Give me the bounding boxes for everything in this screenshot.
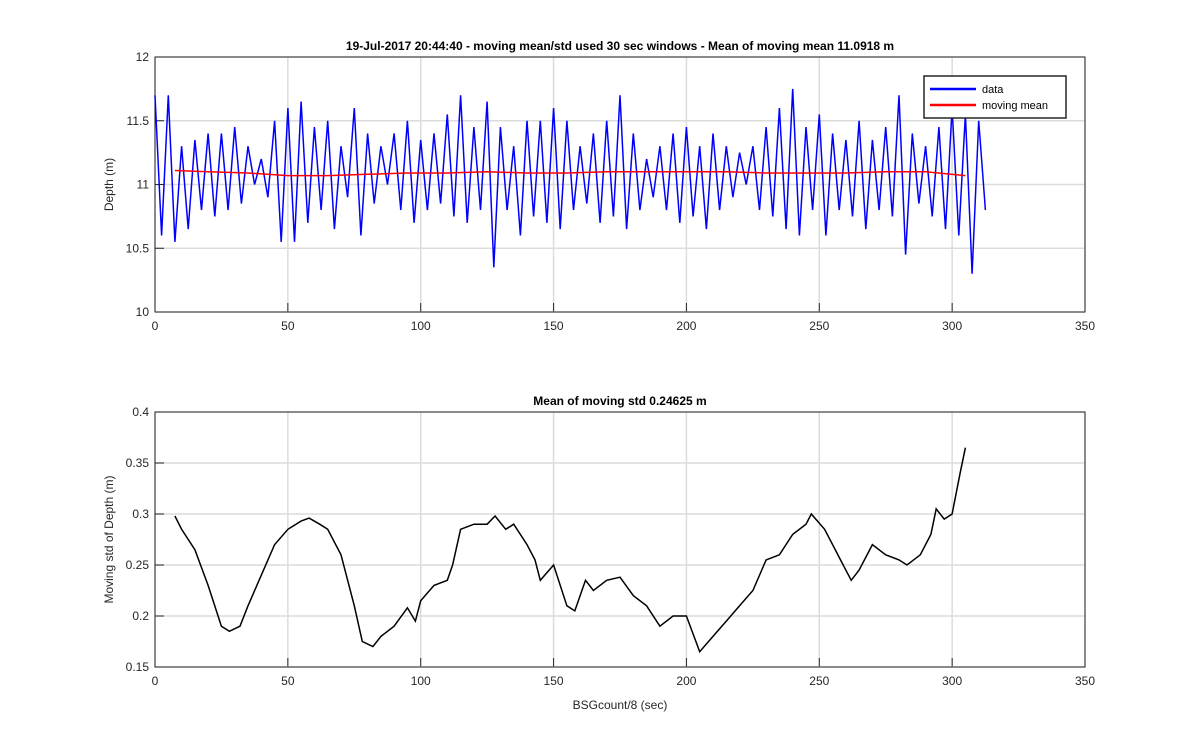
x-tick-label: 200 xyxy=(676,674,696,688)
y-tick-label: 0.25 xyxy=(126,558,150,572)
y-tick-label: 11 xyxy=(137,178,150,192)
axes-frame xyxy=(154,411,1086,668)
series-line xyxy=(174,169,966,177)
axes-frame xyxy=(154,56,1086,313)
y-tick-label: 12 xyxy=(136,50,150,64)
axes: 0 50 100 150 200 250 300 350 10 10.5 11 11.5 12 19-Ju… xyxy=(102,39,1095,333)
x-tick-label: 100 xyxy=(411,674,431,688)
x-tick-label: 300 xyxy=(942,319,962,333)
y-tick-label: 10.5 xyxy=(126,241,150,255)
plot-area xyxy=(155,412,1085,667)
y-axis-label: Depth (m) xyxy=(102,158,116,211)
x-tick-label: 50 xyxy=(281,674,295,688)
x-axis-label: BSGcount/8 (sec) xyxy=(573,698,668,712)
x-tick-label: 350 xyxy=(1075,674,1095,688)
y-axis-label: Moving std of Depth (m) xyxy=(102,475,116,603)
legend-label: moving mean xyxy=(982,100,1048,112)
x-tick-label: 350 xyxy=(1075,319,1095,333)
legend-label: data xyxy=(982,84,1004,96)
y-tick-label: 0.4 xyxy=(132,405,149,419)
x-tick-label: 200 xyxy=(676,319,696,333)
y-tick-label: 0.2 xyxy=(132,609,149,623)
x-tick-label: 250 xyxy=(809,674,829,688)
x-tick-label: 0 xyxy=(152,319,159,333)
legend: data moving mean xyxy=(923,75,1067,119)
series-line xyxy=(154,88,987,274)
x-tick-label: 250 xyxy=(809,319,829,333)
x-tick-label: 100 xyxy=(411,319,431,333)
x-tick-label: 50 xyxy=(281,319,295,333)
y-tick-label: 0.15 xyxy=(126,660,150,674)
x-tick-label: 300 xyxy=(942,674,962,688)
chart-title: Mean of moving std 0.24625 m xyxy=(533,394,706,408)
legend-box xyxy=(923,75,1067,119)
chart-title: 19-Jul-2017 20:44:40 - moving mean/std u… xyxy=(346,39,894,53)
x-tick-label: 150 xyxy=(544,319,564,333)
y-tick-label: 10 xyxy=(136,305,150,319)
x-tick-label: 150 xyxy=(544,674,564,688)
y-tick-label: 11.5 xyxy=(127,114,150,128)
y-tick-label: 0.3 xyxy=(132,507,149,521)
y-tick-label: 0.35 xyxy=(126,456,150,470)
axes: 0 50 100 150 200 250 300 350 0.15 0.2 0.25 0.3 0.35 0… xyxy=(102,394,1095,712)
x-tick-label: 0 xyxy=(152,674,159,688)
series-line xyxy=(174,447,967,654)
